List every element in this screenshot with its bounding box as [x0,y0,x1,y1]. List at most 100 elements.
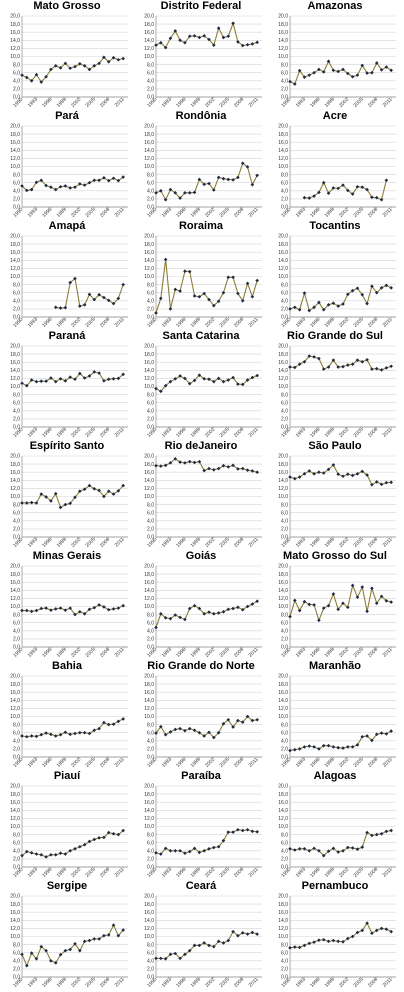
y-tick-label: 10,0 [278,164,288,170]
y-tick-label: 4,0 [13,299,20,305]
y-tick-label: 16,0 [278,140,288,146]
y-tick-label: 14,0 [144,588,154,594]
data-point [346,605,350,610]
x-tick-label: 2002 [70,977,82,989]
data-point [58,732,63,737]
y-tick-label: 0,0 [147,315,154,321]
data-point [187,606,192,611]
y-tick-label: 8,0 [281,612,288,618]
y-tick-label: 12,0 [10,376,20,382]
x-tick-label: 2005 [85,977,97,989]
data-point [73,185,77,189]
x-tick-label: 2005 [353,867,365,879]
data-point [384,283,389,288]
panel-plot: 0,0 2,0 4,0 6,0 8,0 10,0 12,0 14,0 16,0 18,0 20,0 1… [278,784,396,879]
data-point [25,734,29,739]
data-point [288,307,292,311]
x-tick-label: 1993 [295,97,307,109]
chart-panel: Roraima 0,0 2,0 4,0 6,0 8,0 10,0 12,0 14,0 16,0 18… [136,220,266,330]
data-point [116,606,121,610]
data-point [355,847,360,851]
x-tick-label: 2005 [353,207,365,219]
x-tick-label: 2008 [233,317,245,329]
data-point [192,728,197,733]
x-tick-label: 2005 [85,97,97,109]
data-point [360,585,365,589]
data-point [331,592,336,596]
x-tick-label: 2011 [382,427,394,439]
data-point [111,831,116,836]
data-point [346,71,350,76]
data-point [73,941,77,946]
data-point [389,480,393,485]
data-point [68,849,72,853]
y-tick-label: 2,0 [13,87,20,93]
data-point [121,282,125,287]
y-tick-label: 16,0 [278,690,288,696]
x-tick-label: 2005 [353,317,365,329]
y-tick-label: 12,0 [10,596,20,602]
y-tick-label: 14,0 [278,588,288,594]
data-point [355,472,360,476]
data-point [197,850,202,855]
y-tick-label: 6,0 [281,730,288,736]
data-point [226,938,231,943]
y-tick-label: 0,0 [147,865,154,871]
data-point [29,500,34,505]
data-point [192,460,197,465]
data-point [221,721,226,726]
data-point [197,943,202,948]
y-tick-label: 10,0 [144,54,154,60]
x-tick-label: 1996 [175,97,187,109]
data-point [350,745,355,749]
series-line [289,60,392,85]
panel-title: Alagoas [313,770,357,782]
data-point [207,37,211,42]
data-point [173,849,178,853]
y-tick-label: 0,0 [13,975,20,981]
x-tick-label: 1999 [190,317,202,329]
chart-panel: Maranhão 0,0 2,0 4,0 6,0 8,0 10,0 12,0 14,0 16,0 1… [270,660,400,770]
x-tick-label: 2011 [114,537,126,549]
chart-panel: Rondônia 0,0 2,0 4,0 6,0 8,0 10,0 12,0 14,0 16,0 1… [136,110,266,220]
data-point [111,722,116,726]
series-line [289,355,392,371]
data-point [192,190,197,195]
x-tick-label: 1993 [295,757,307,769]
data-point [154,956,158,961]
x-tick-label: 2002 [338,867,350,879]
data-point [236,933,240,938]
y-tick-label: 0,0 [147,975,154,981]
data-point [202,734,206,738]
y-tick-label: 12,0 [144,926,154,932]
x-tick-label: 2008 [233,207,245,219]
x-tick-label: 2008 [233,647,245,659]
x-tick-label: 1993 [161,537,173,549]
y-tick-label: 18,0 [10,572,20,578]
x-tick-label: 2008 [367,537,379,549]
data-point [231,178,235,182]
y-tick-label: 12,0 [278,706,288,712]
x-tick-label: 1996 [175,317,187,329]
panel-plot: 0,0 2,0 4,0 6,0 8,0 10,0 12,0 14,0 16,0 18,0 20,0 1… [278,674,396,769]
x-tick-label: 2002 [338,977,350,989]
y-tick-label: 16,0 [278,250,288,256]
x-tick-label: 2008 [367,977,379,989]
panel-plot: 0,0 2,0 4,0 6,0 8,0 10,0 12,0 14,0 16,0 18,0 20,0 1… [144,894,262,989]
data-point [365,830,369,835]
y-tick-label: 4,0 [147,519,154,525]
series-line [155,374,258,393]
data-point [116,296,121,301]
data-point [106,377,111,382]
data-point [178,289,182,293]
y-tick-label: 10,0 [144,604,154,610]
data-point [236,40,240,44]
y-tick-label: 16,0 [10,140,20,146]
y-tick-label: 18,0 [278,682,288,688]
series-line [21,176,124,191]
y-tick-label: 18,0 [10,792,20,798]
data-point [87,483,92,488]
series-line [22,484,124,509]
y-tick-label: 18,0 [10,132,20,138]
data-point [192,294,197,298]
